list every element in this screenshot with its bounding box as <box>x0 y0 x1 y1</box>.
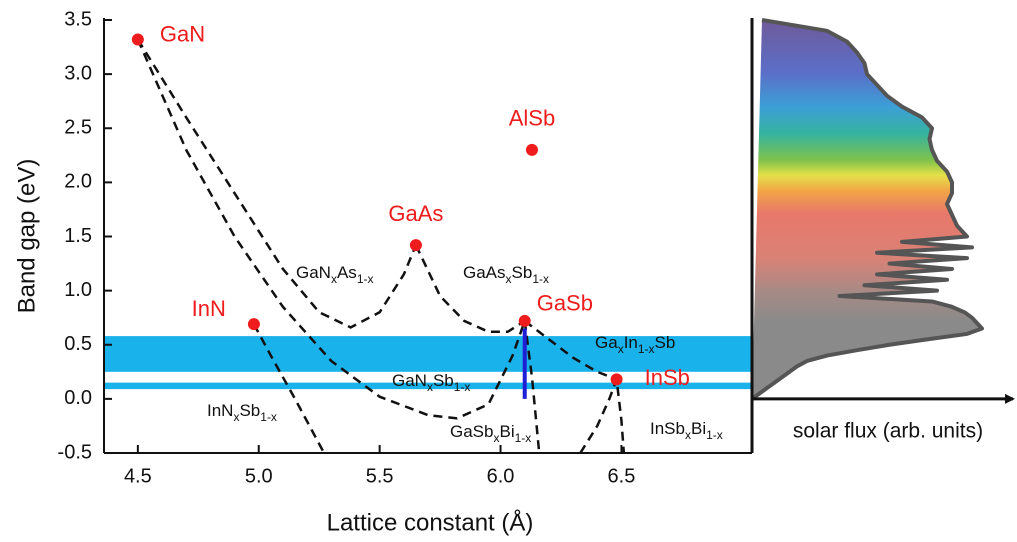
curve-label-part: GaSb <box>450 422 493 441</box>
x-tick-label: 5.5 <box>366 465 394 487</box>
curve-label-subscript: x <box>506 272 512 286</box>
curve-label: GaxIn1-xSb <box>595 333 675 356</box>
alloy-curve <box>579 378 626 454</box>
y-tick-label: 0.0 <box>64 387 92 409</box>
point <box>518 314 531 327</box>
curve-label-part: Sb <box>239 401 260 420</box>
plot-area <box>104 38 752 454</box>
spectrum <box>750 18 984 401</box>
curve-label-subscript: x <box>685 428 691 442</box>
y-tick-label: 3.0 <box>64 62 92 84</box>
alloy-curve <box>136 38 526 420</box>
curve-label-part: Bi <box>691 419 706 438</box>
curve-label-subscript: 1-x <box>706 428 723 442</box>
point-label: GaSb <box>537 291 593 316</box>
curve-label-part: GaAs <box>463 263 506 282</box>
curve-label-subscript: 1-x <box>260 410 277 424</box>
curve-label-part: As <box>337 263 357 282</box>
curve-label: GaNxSb1-x <box>392 371 470 394</box>
spectrum-axis-title: solar flux (arb. units) <box>793 420 983 443</box>
curve-label-part: In <box>624 333 638 352</box>
curve-label-part: Sb <box>655 333 676 352</box>
curve-label-part: Sb <box>512 263 533 282</box>
y-axis-title: Band gap (eV) <box>13 159 40 314</box>
alloy-curve <box>523 319 618 381</box>
curve-label-subscript: 1-x <box>532 272 549 286</box>
curve-label-subscript: 1-x <box>357 272 374 286</box>
x-axis-title: Lattice constant (Å) <box>327 508 534 536</box>
y-tick-label: 2.0 <box>64 171 92 193</box>
curve-label: GaNxAs1-x <box>296 263 373 286</box>
curve-label-subscript: x <box>427 380 433 394</box>
point <box>247 318 260 331</box>
x-tick-label: 5.0 <box>245 465 273 487</box>
curve-label-subscript: x <box>331 272 337 286</box>
point <box>409 239 422 252</box>
x-tick-label: 6.5 <box>608 465 636 487</box>
curve-label-part: InN <box>207 401 233 420</box>
point-label: AlSb <box>509 106 555 131</box>
curve-label: GaAsxSb1-x <box>463 263 549 286</box>
point-label: GaAs <box>388 201 443 226</box>
point <box>131 33 144 46</box>
curve-label: GaSbxBi1-x <box>450 422 531 445</box>
alloy-curve <box>136 38 418 329</box>
curve-label-subscript: 1-x <box>454 380 471 394</box>
curve-label-part: InSb <box>650 419 685 438</box>
curve-label-part: Sb <box>433 371 454 390</box>
curve-label-part: GaN <box>392 371 427 390</box>
y-tick-label: 0.5 <box>64 333 92 355</box>
curve-label-subscript: 1-x <box>638 342 655 356</box>
alloy-curve <box>252 323 326 454</box>
y-tick-label: 1.5 <box>64 225 92 247</box>
band <box>104 336 752 372</box>
curve-label-part: Bi <box>499 422 514 441</box>
alloy-curve <box>523 320 541 454</box>
x-tick-label: 6.0 <box>487 465 515 487</box>
y-tick-label: -0.5 <box>58 441 92 463</box>
band <box>104 382 752 390</box>
curve-label: InNxSb1-x <box>207 401 277 424</box>
y-tick-label: 1.0 <box>64 279 92 301</box>
curve-label-subscript: x <box>233 410 239 424</box>
x-tick-label: 4.5 <box>124 465 152 487</box>
point-label: InSb <box>645 365 690 390</box>
curve-label-subscript: x <box>618 342 624 356</box>
alloy-curve <box>414 244 526 334</box>
point-label: InN <box>192 296 226 321</box>
curve-label-subscript: x <box>493 431 499 445</box>
point <box>610 373 623 386</box>
point-label: GaN <box>160 21 205 46</box>
point <box>525 143 538 156</box>
curve-label-subscript: 1-x <box>515 431 532 445</box>
curve-label: InSbxBi1-x <box>650 419 723 442</box>
curve-label-part: Ga <box>595 333 618 352</box>
y-tick-label: 3.5 <box>64 8 92 30</box>
y-tick-label: 2.5 <box>64 117 92 139</box>
curve-label-part: GaN <box>296 263 331 282</box>
